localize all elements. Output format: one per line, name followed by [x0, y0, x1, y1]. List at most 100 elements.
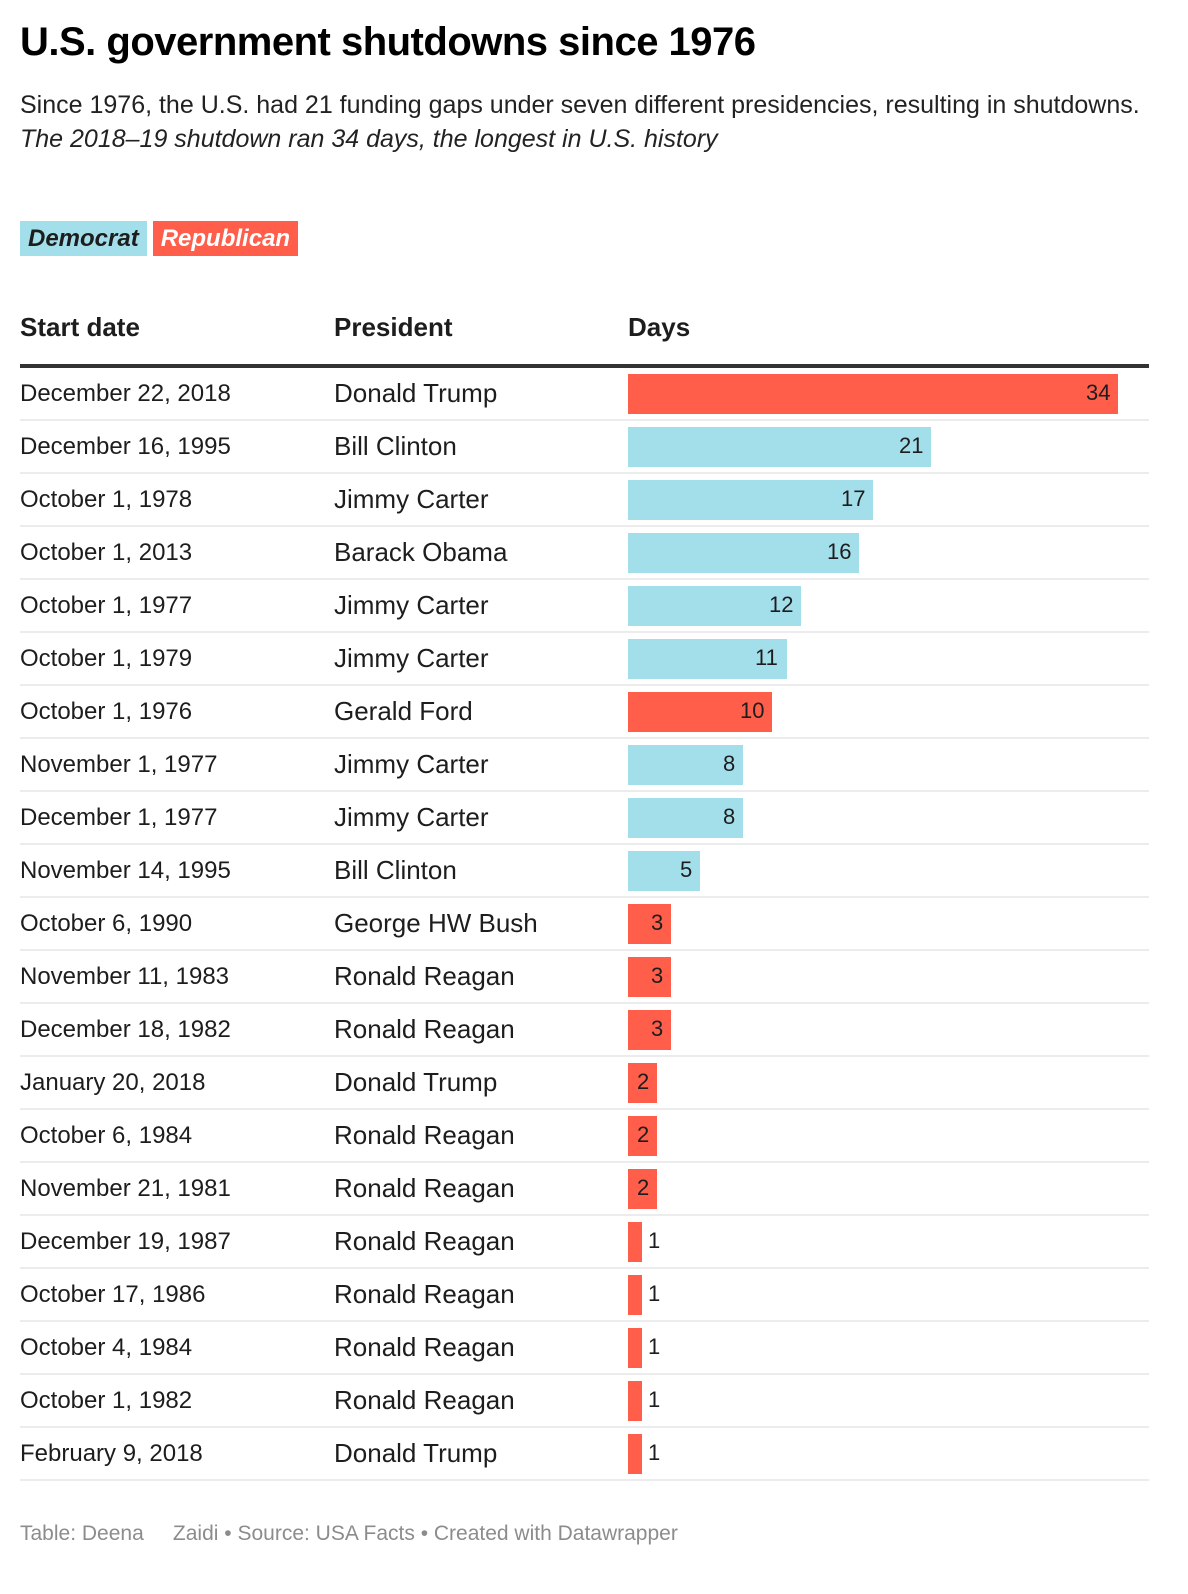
president-cell: Ronald Reagan — [334, 961, 515, 991]
president-cell: Barack Obama — [334, 537, 508, 567]
days-value-label: 2 — [637, 1069, 650, 1094]
days-value-label: 8 — [723, 751, 736, 776]
president-cell: Donald Trump — [334, 1438, 498, 1468]
start-date-cell: October 1, 1977 — [20, 592, 193, 619]
days-value-label: 1 — [648, 1281, 661, 1306]
footer-credits: Table: Deena Zaidi • Source: USA Facts •… — [20, 1522, 678, 1545]
days-bar-democrat — [628, 851, 700, 891]
start-date-cell: November 1, 1977 — [20, 751, 218, 778]
days-bar-republican — [628, 1328, 642, 1368]
table-row: December 16, 1995 Bill Clinton 21 — [20, 421, 1149, 474]
president-cell: Jimmy Carter — [334, 484, 489, 514]
days-bar-republican — [628, 374, 1118, 414]
table-row: November 21, 1981 Ronald Reagan 2 — [20, 1163, 1149, 1216]
start-date-cell: December 16, 1995 — [20, 433, 231, 460]
days-value-label: 21 — [899, 433, 924, 458]
days-bar-republican — [628, 1169, 657, 1209]
days-value-label: 16 — [827, 539, 852, 564]
start-date-cell: October 6, 1984 — [20, 1122, 193, 1149]
table-row: October 1, 1979 Jimmy Carter 11 — [20, 633, 1149, 686]
table-row: October 1, 1982 Ronald Reagan 1 — [20, 1375, 1149, 1428]
table-row: November 14, 1995 Bill Clinton 5 — [20, 845, 1149, 898]
days-bar-democrat — [628, 639, 787, 679]
start-date-cell: December 18, 1982 — [20, 1016, 231, 1043]
president-cell: Jimmy Carter — [334, 590, 489, 620]
table-row: October 1, 2013 Barack Obama 16 — [20, 527, 1149, 580]
table-row: October 6, 1990 George HW Bush 3 — [20, 898, 1149, 951]
days-value-label: 10 — [740, 698, 765, 723]
start-date-cell: November 11, 1983 — [20, 963, 230, 990]
table-header: Start date President Days — [20, 308, 1149, 368]
column-header-president[interactable]: President — [334, 312, 453, 342]
column-header-start-date[interactable]: Start date — [20, 312, 140, 342]
start-date-cell: October 1, 2013 — [20, 539, 193, 566]
start-date-cell: December 1, 1977 — [20, 804, 218, 831]
subtitle-text: Since 1976, the U.S. had 21 funding gaps… — [20, 91, 1140, 119]
shutdown-table: Start date President Days December 22, 2… — [20, 308, 1149, 1481]
start-date-cell: December 19, 1987 — [20, 1228, 231, 1255]
days-bar-democrat — [628, 798, 743, 838]
table-row: October 1, 1978 Jimmy Carter 17 — [20, 474, 1149, 527]
president-cell: Gerald Ford — [334, 696, 473, 726]
president-cell: Jimmy Carter — [334, 749, 489, 779]
days-bar-democrat — [628, 745, 743, 785]
days-bar-republican — [628, 692, 772, 732]
president-cell: Ronald Reagan — [334, 1332, 515, 1362]
start-date-cell: November 21, 1981 — [20, 1175, 231, 1202]
table-row: October 6, 1984 Ronald Reagan 2 — [20, 1110, 1149, 1163]
president-cell: Bill Clinton — [334, 855, 457, 885]
days-bar-republican — [628, 904, 671, 944]
days-value-label: 17 — [841, 486, 866, 511]
days-value-label: 1 — [648, 1387, 661, 1412]
president-cell: Ronald Reagan — [334, 1226, 515, 1256]
subtitle-note: The 2018–19 shutdown ran 34 days, the lo… — [20, 125, 718, 153]
days-value-label: 3 — [651, 963, 664, 988]
president-cell: George HW Bush — [334, 908, 538, 938]
president-cell: Ronald Reagan — [334, 1120, 515, 1150]
days-value-label: 1 — [648, 1228, 661, 1253]
table-body: December 22, 2018 Donald Trump 34 December … — [20, 368, 1149, 1481]
days-value-label: 5 — [680, 857, 693, 882]
start-date-cell: October 1, 1976 — [20, 698, 193, 725]
table-row: October 4, 1984 Ronald Reagan 1 — [20, 1322, 1149, 1375]
chart-title: U.S. government shutdowns since 1976 — [20, 20, 756, 64]
days-bar-republican — [628, 957, 671, 997]
start-date-cell: November 14, 1995 — [20, 857, 231, 884]
start-date-cell: January 20, 2018 — [20, 1069, 206, 1096]
column-header-days[interactable]: Days — [628, 312, 691, 342]
table-row: December 19, 1987 Ronald Reagan 1 — [20, 1216, 1149, 1269]
days-value-label: 1 — [648, 1334, 661, 1359]
start-date-cell: October 4, 1984 — [20, 1334, 193, 1361]
start-date-cell: December 22, 2018 — [20, 380, 231, 407]
days-value-label: 3 — [651, 1016, 664, 1041]
days-value-label: 34 — [1086, 380, 1111, 405]
president-cell: Jimmy Carter — [334, 643, 489, 673]
days-value-label: 12 — [769, 592, 794, 617]
start-date-cell: October 1, 1982 — [20, 1387, 193, 1414]
president-cell: Ronald Reagan — [334, 1279, 515, 1309]
table-row: December 1, 1977 Jimmy Carter 8 — [20, 792, 1149, 845]
table-row: February 9, 2018 Donald Trump 1 — [20, 1428, 1149, 1481]
days-value-label: 1 — [648, 1440, 661, 1465]
president-cell: Jimmy Carter — [334, 802, 489, 832]
days-bar-democrat — [628, 533, 859, 573]
days-value-label: 2 — [637, 1122, 650, 1147]
president-cell: Bill Clinton — [334, 431, 457, 461]
days-bar-democrat — [628, 427, 931, 467]
table-row: December 18, 1982 Ronald Reagan 3 — [20, 1004, 1149, 1057]
days-bar-democrat — [628, 586, 801, 626]
start-date-cell: October 1, 1979 — [20, 645, 193, 672]
president-cell: Ronald Reagan — [334, 1385, 515, 1415]
legend-republican: Republican — [152, 221, 299, 256]
days-bar-republican — [628, 1010, 671, 1050]
president-cell: Donald Trump — [334, 1067, 498, 1097]
table-row: December 22, 2018 Donald Trump 34 — [20, 368, 1149, 421]
days-value-label: 3 — [651, 910, 664, 935]
days-bar-republican — [628, 1275, 642, 1315]
days-value-label: 2 — [637, 1175, 650, 1200]
table-row: November 1, 1977 Jimmy Carter 8 — [20, 739, 1149, 792]
start-date-cell: October 1, 1978 — [20, 486, 193, 513]
days-bar-republican — [628, 1116, 657, 1156]
president-cell: Donald Trump — [334, 378, 498, 408]
table-row: October 17, 1986 Ronald Reagan 1 — [20, 1269, 1149, 1322]
